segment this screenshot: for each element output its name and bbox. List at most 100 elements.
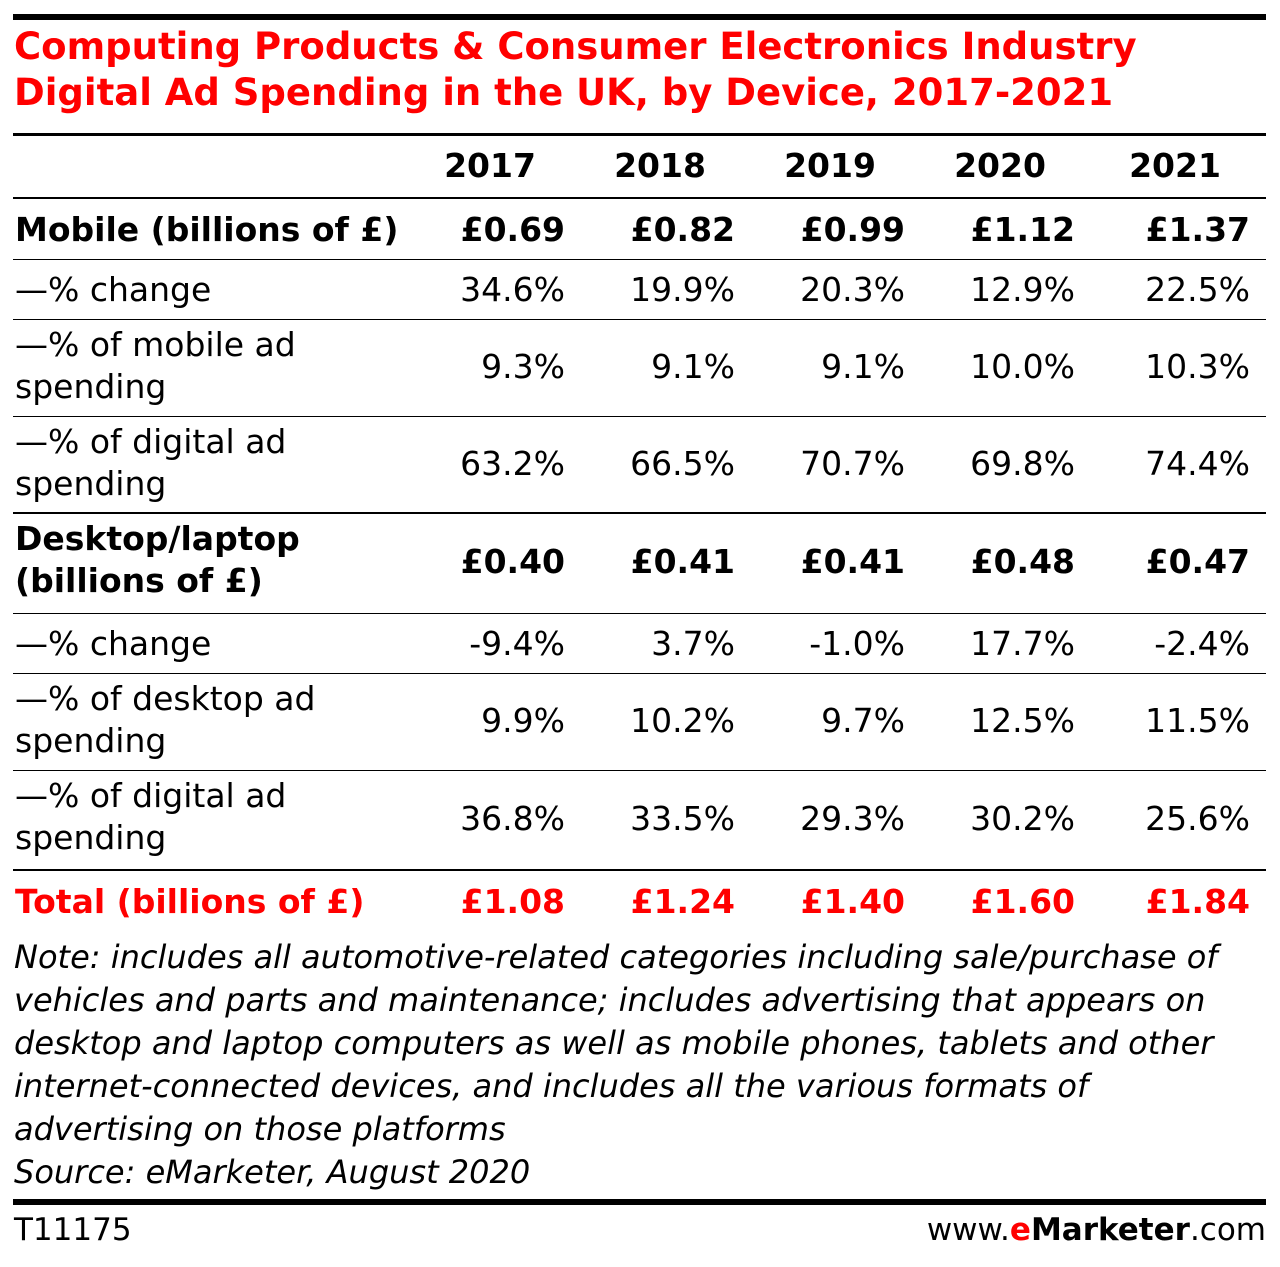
value-cell: 29.3% (800, 799, 905, 838)
bottom-rule (13, 1199, 1266, 1205)
value-cell: 9.1% (651, 347, 735, 386)
chart-id: T11175 (14, 1212, 132, 1248)
row-rule (13, 770, 1266, 771)
row-rule (13, 673, 1266, 674)
title-line-1: Computing Products & Consumer Electronic… (14, 25, 1137, 68)
row-label-line: —% change (15, 270, 212, 309)
value-cell: 36.8% (460, 799, 565, 838)
value-cell: £1.24 (630, 882, 735, 921)
table-row: —% of digital ad spending 36.8% 33.5% 29.3% 3… (13, 771, 1266, 871)
value-cell: 10.2% (630, 701, 735, 740)
value-cell: £0.48 (970, 542, 1075, 581)
row-label: —% change (15, 623, 211, 665)
value-cell: £1.40 (800, 882, 905, 921)
column-header-2020: 2020 (954, 146, 1046, 185)
brand-prefix: www. (926, 1212, 1010, 1248)
value-cell: £0.47 (1145, 542, 1250, 581)
title-rule (13, 133, 1266, 136)
value-cell: 69.8% (970, 444, 1075, 483)
table-row: —% of digital ad spending 63.2% 66.5% 70.7% 6… (13, 417, 1266, 514)
value-cell: 12.9% (970, 270, 1075, 309)
value-cell: 19.9% (630, 270, 735, 309)
value-cell: £1.08 (460, 882, 565, 921)
row-label-line: spending (15, 367, 167, 406)
table-row: —% change 34.6% 19.9% 20.3% 12.9% 22.5% (13, 260, 1266, 320)
brand-name: Marketer (1030, 1212, 1190, 1248)
value-cell: £0.40 (460, 542, 565, 581)
table-header-row: 2017 2018 2019 2020 2021 (13, 145, 1266, 197)
table-row: —% of desktop ad spending 9.9% 10.2% 9.7% 12.… (13, 674, 1266, 771)
value-cell: 10.3% (1145, 347, 1250, 386)
note: Note: includes all automotive-related ca… (14, 936, 1264, 1194)
row-label-line: Desktop/laptop (15, 519, 300, 558)
row-rule (13, 319, 1266, 320)
value-cell: 3.7% (651, 624, 735, 663)
value-cell: -2.4% (1154, 624, 1250, 663)
value-cell: 9.3% (481, 347, 565, 386)
brand-e-logo: e (1009, 1212, 1031, 1248)
value-cell: 70.7% (800, 444, 905, 483)
value-cell: £1.60 (970, 882, 1075, 921)
note-line: Note: includes all automotive-related ca… (14, 938, 1218, 976)
row-label-line: —% of digital ad (15, 776, 287, 815)
note-line: internet-connected devices, and includes… (14, 1067, 1089, 1105)
value-cell: 10.0% (970, 347, 1075, 386)
table-row: —% of mobile ad spending 9.3% 9.1% 9.1% 10.0%… (13, 320, 1266, 417)
value-cell: 34.6% (460, 270, 565, 309)
note-line: vehicles and parts and maintenance; incl… (14, 981, 1206, 1019)
top-rule (13, 14, 1266, 20)
column-header-2018: 2018 (614, 146, 706, 185)
table-row: Mobile (billions of £) £0.69 £0.82 £0.99 £1.… (13, 199, 1266, 260)
value-cell: -9.4% (469, 624, 565, 663)
row-label: —% of desktop ad spending (15, 678, 315, 762)
value-cell: 20.3% (800, 270, 905, 309)
table-row: —% change -9.4% 3.7% -1.0% 17.7% -2.4% (13, 614, 1266, 674)
value-cell: 66.5% (630, 444, 735, 483)
row-rule (13, 512, 1266, 514)
row-rule (13, 259, 1266, 260)
value-cell: £0.41 (800, 542, 905, 581)
value-cell: 12.5% (970, 701, 1075, 740)
row-label: Mobile (billions of £) (15, 209, 398, 251)
row-rule (13, 613, 1266, 614)
value-cell: 9.9% (481, 701, 565, 740)
note-line: desktop and laptop computers as well as … (14, 1024, 1214, 1062)
table-row: Desktop/laptop (billions of £) £0.40 £0.41 £… (13, 514, 1266, 614)
value-cell: 74.4% (1145, 444, 1250, 483)
header-rule (13, 197, 1266, 199)
value-cell: £0.82 (630, 210, 735, 249)
value-cell: £0.69 (460, 210, 565, 249)
table-row: Total (billions of £) £1.08 £1.24 £1.40 £1.6… (13, 871, 1266, 933)
row-label-line: spending (15, 818, 167, 857)
row-label-line: —% of digital ad (15, 422, 287, 461)
title-line-2: Digital Ad Spending in the UK, by Device… (14, 71, 1114, 114)
brand-link[interactable]: www.eMarketer.com (927, 1210, 1266, 1250)
brand-suffix: .com (1189, 1212, 1266, 1248)
value-cell: 17.7% (970, 624, 1075, 663)
row-label: —% change (15, 269, 211, 311)
row-label: Total (billions of £) (15, 881, 364, 923)
row-label-line: —% change (15, 624, 212, 663)
value-cell: 30.2% (970, 799, 1075, 838)
chart-title: Computing Products & Consumer Electronic… (14, 24, 1264, 116)
value-cell: £0.41 (630, 542, 735, 581)
row-rule (13, 869, 1266, 871)
value-cell: -1.0% (809, 624, 905, 663)
value-cell: 22.5% (1145, 270, 1250, 309)
value-cell: £1.84 (1145, 882, 1250, 921)
value-cell: 25.6% (1145, 799, 1250, 838)
note-line: advertising on those platforms (14, 1110, 506, 1148)
value-cell: £1.12 (970, 210, 1075, 249)
row-rule (13, 416, 1266, 417)
value-cell: 9.7% (821, 701, 905, 740)
row-label-line: Total (billions of £) (15, 882, 365, 921)
column-header-2019: 2019 (784, 146, 876, 185)
row-label: Desktop/laptop (billions of £) (15, 518, 300, 602)
row-label: —% of mobile ad spending (15, 324, 296, 408)
row-label-line: spending (15, 721, 167, 760)
column-header-2017: 2017 (444, 146, 536, 185)
row-label-line: —% of mobile ad (15, 325, 296, 364)
column-header-2021: 2021 (1129, 146, 1221, 185)
row-label-line: —% of desktop ad (15, 679, 316, 718)
value-cell: 33.5% (630, 799, 735, 838)
